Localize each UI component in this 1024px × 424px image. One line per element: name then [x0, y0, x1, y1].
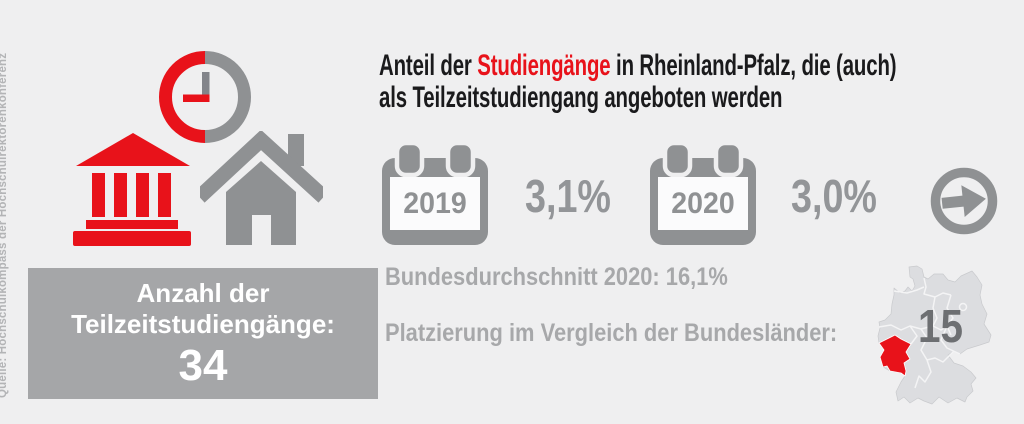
- rank-value: 15: [918, 300, 964, 352]
- clock-icon: [159, 51, 251, 143]
- summary-value: 34: [178, 341, 228, 390]
- stat-value-2019: 3,1%: [525, 170, 611, 222]
- stat-value-2020: 3,0%: [791, 170, 877, 222]
- rheinland-pfalz-region: [878, 334, 912, 377]
- calendar-2020-icon: 2020: [650, 140, 756, 245]
- university-building-icon: [73, 133, 191, 246]
- title-part1: Anteil der: [379, 49, 478, 82]
- source-credit: Quelle: Hochschulkompass der Hochschulre…: [0, 52, 9, 398]
- trend-arrow-icon: [930, 167, 998, 235]
- germany-outline: [877, 265, 992, 405]
- year-label-2019: 2019: [403, 186, 467, 220]
- germany-map: [877, 265, 992, 405]
- summary-line1: Anzahl der: [136, 278, 270, 308]
- year-label-2020: 2020: [671, 186, 735, 220]
- title-part3: als Teilzeitstudiengang angeboten werden: [379, 81, 783, 114]
- calendar-glyph: [650, 140, 756, 245]
- calendar-glyph: [382, 140, 488, 245]
- summary-box: Anzahl der Teilzeitstudiengänge: 34: [28, 268, 378, 399]
- summary-line2: Teilzeitstudiengänge:: [71, 309, 335, 339]
- title-part2: in Rheinland-Pfalz, die (auch): [610, 49, 897, 82]
- benchmark-label: Bundesdurchschnitt 2020: 16,1%: [385, 263, 728, 291]
- home-icon: [200, 131, 323, 245]
- state-borders: [878, 277, 968, 389]
- title-highlight: Studiengänge: [477, 49, 611, 82]
- page-title: Anteil der Studiengänge in Rheinland-Pfa…: [379, 49, 897, 114]
- ranking-label: Platzierung im Vergleich der Bundeslände…: [385, 319, 838, 347]
- calendar-2019-icon: 2019: [382, 140, 488, 245]
